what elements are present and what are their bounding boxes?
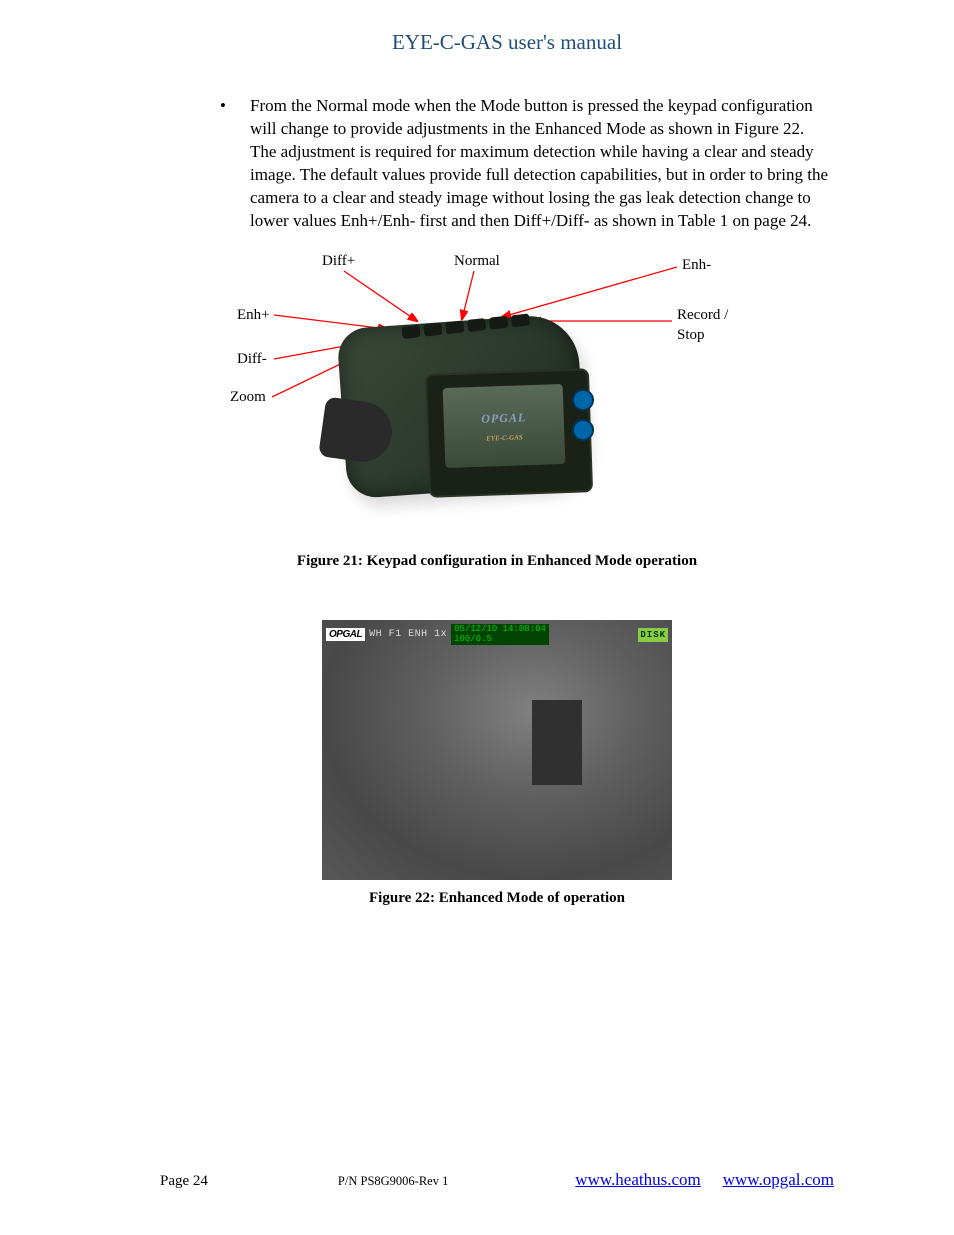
page-number: Page 24 bbox=[160, 1173, 208, 1190]
camera-illustration: OPGAL EYE-C-GAS bbox=[332, 301, 612, 511]
keypad-diagram: Diff+ Normal Enh- Enh+ Diff- Zoom Record… bbox=[182, 251, 772, 531]
camera-brand: OPGAL bbox=[481, 409, 526, 426]
page-footer: Page 24 P/N PS8G9006-Rev 1 www.heathus.c… bbox=[160, 1170, 834, 1190]
camera-product: EYE-C-GAS bbox=[486, 432, 523, 441]
link-opgal[interactable]: www.opgal.com bbox=[723, 1170, 834, 1190]
overlay-logo: OPGAL bbox=[326, 628, 365, 641]
link-heathus[interactable]: www.heathus.com bbox=[575, 1170, 700, 1190]
figure21-caption: Figure 21: Keypad configuration in Enhan… bbox=[160, 553, 834, 570]
figure22-caption: Figure 22: Enhanced Mode of operation bbox=[160, 890, 834, 907]
overlay-timestamp: 05/12/10 14:08:04 100/0.5 bbox=[451, 624, 549, 645]
part-number: P/N PS8G9006-Rev 1 bbox=[338, 1174, 448, 1189]
bullet-text: From the Normal mode when the Mode butto… bbox=[250, 95, 834, 233]
enhanced-mode-screenshot: OPGAL WH F1 ENH 1x 05/12/10 14:08:04 100… bbox=[322, 620, 672, 880]
bullet-paragraph: • From the Normal mode when the Mode but… bbox=[220, 95, 834, 233]
overlay-mode: WH F1 ENH 1x bbox=[365, 629, 451, 640]
overlay-disk: DISK bbox=[638, 628, 668, 642]
bullet-icon: • bbox=[220, 95, 250, 233]
page-title: EYE-C-GAS user's manual bbox=[180, 30, 834, 55]
